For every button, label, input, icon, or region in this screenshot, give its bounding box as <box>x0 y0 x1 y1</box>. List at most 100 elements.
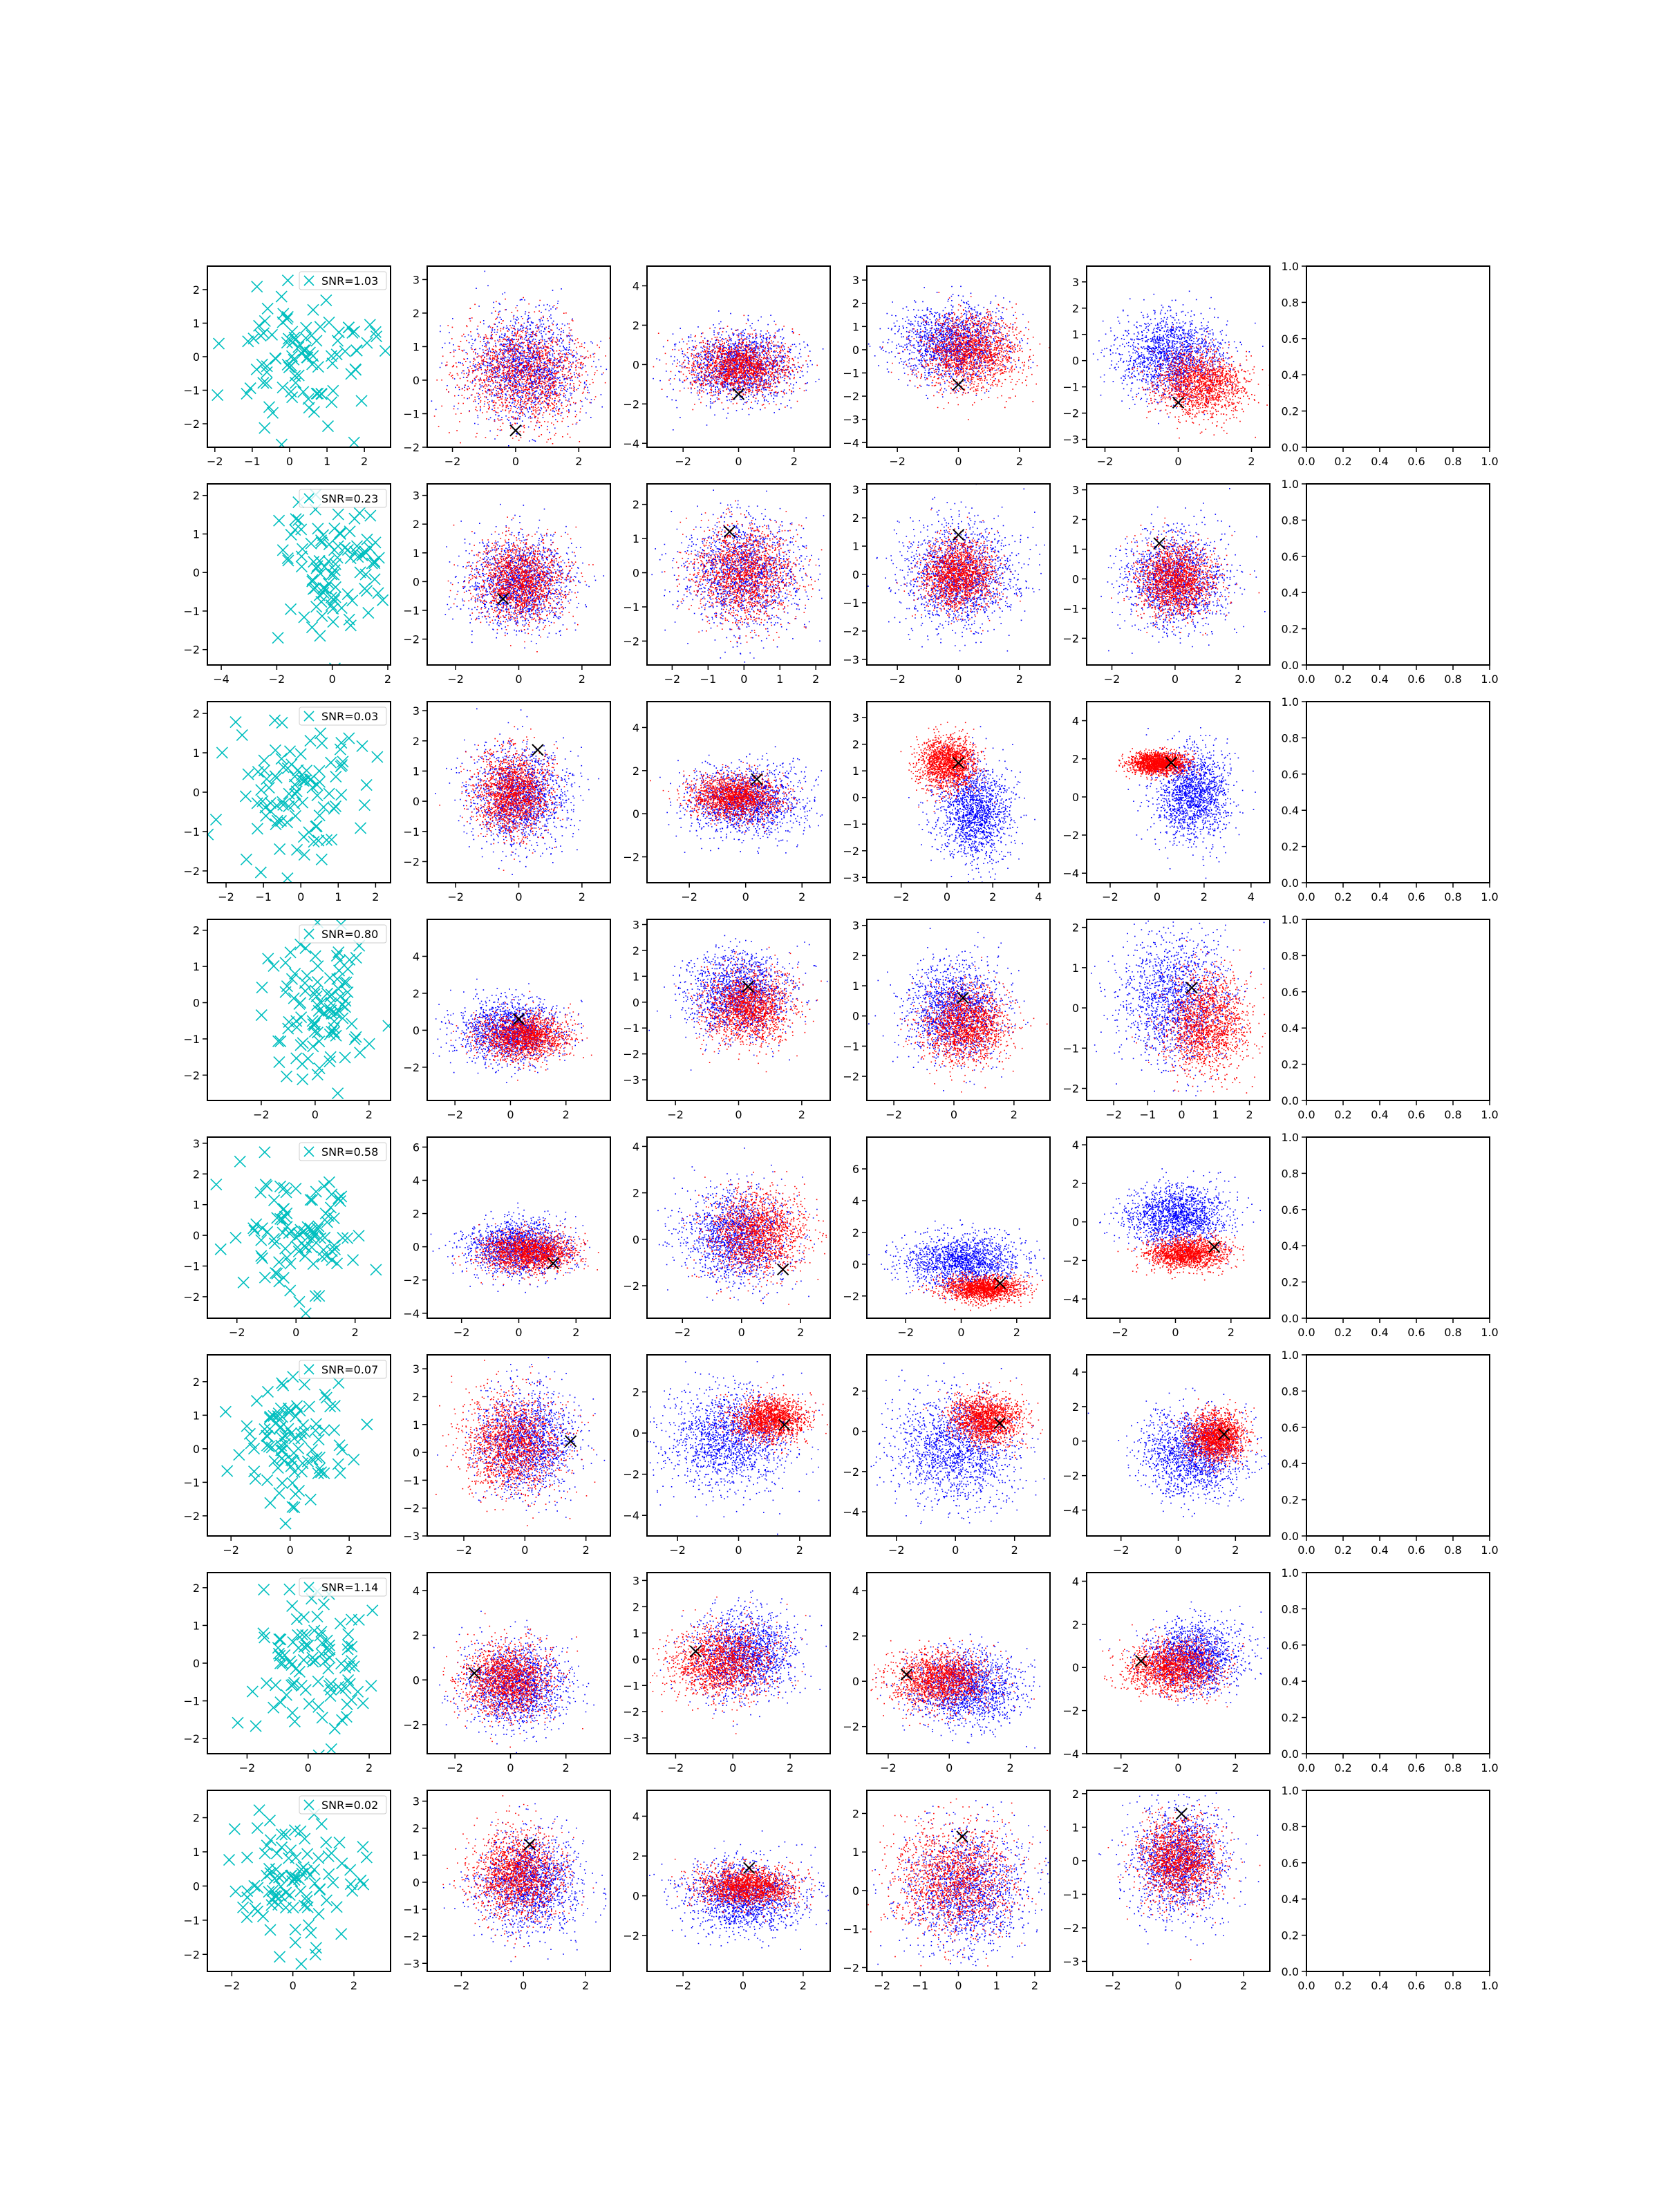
y-tick-label: −1 <box>623 1022 639 1035</box>
x-tick-label: 2 <box>1016 673 1023 686</box>
x-tick-label: −2 <box>889 673 906 686</box>
y-tick-label: 0 <box>193 786 200 799</box>
y-tick-label: 1 <box>193 527 200 541</box>
y-tick-label: 0.2 <box>1282 1058 1299 1071</box>
y-tick-label: −1 <box>183 1695 200 1708</box>
y-tick-label: −1 <box>403 604 420 617</box>
y-tick-label: −2 <box>623 1468 639 1481</box>
y-tick-label: −1 <box>843 367 859 380</box>
x-tick-label: −2 <box>447 890 464 903</box>
x-tick-label: 0.0 <box>1297 1979 1315 1992</box>
x-tick-label: −2 <box>1102 890 1118 903</box>
x-tick-label: 0 <box>515 1326 522 1339</box>
y-tick-label: 4 <box>1072 715 1079 728</box>
x-tick-label: 2 <box>579 673 585 686</box>
x-tick-label: 0 <box>286 455 293 468</box>
x-tick-label: 1.0 <box>1481 673 1498 686</box>
x-tick-label: −2 <box>675 1979 691 1992</box>
y-tick-label: −2 <box>623 1280 639 1293</box>
y-tick-label: 2 <box>413 1208 420 1221</box>
x-tick-label: −2 <box>239 1761 256 1774</box>
y-tick-label: −2 <box>843 1070 859 1083</box>
y-tick-label: 1 <box>193 960 200 973</box>
x-tick-label: −2 <box>674 1326 691 1339</box>
y-tick-label: 4 <box>413 1174 420 1187</box>
y-tick-label: −3 <box>403 1530 420 1543</box>
x-tick-label: 1.0 <box>1481 890 1498 903</box>
y-tick-label: 4 <box>413 950 420 963</box>
y-tick-label: 0.2 <box>1282 1712 1299 1725</box>
y-tick-label: 0 <box>852 791 859 805</box>
y-tick-label: 3 <box>1072 276 1079 289</box>
y-tick-label: −2 <box>843 845 859 858</box>
x-tick-label: 0.8 <box>1444 890 1461 903</box>
x-tick-label: −2 <box>447 1761 463 1774</box>
y-tick-label: 2 <box>852 1630 859 1643</box>
x-tick-label: 1 <box>776 673 783 686</box>
y-tick-label: −1 <box>183 605 200 618</box>
y-tick-label: −3 <box>623 1074 639 1087</box>
y-tick-label: −3 <box>843 413 859 427</box>
y-tick-label: 2 <box>413 1822 420 1835</box>
y-tick-label: 0 <box>413 1446 420 1459</box>
x-tick-label: 0.6 <box>1407 1979 1425 1992</box>
y-tick-label: −2 <box>183 1291 200 1304</box>
y-tick-label: −3 <box>403 1957 420 1970</box>
y-tick-label: 0 <box>1072 1216 1079 1229</box>
y-tick-label: 0 <box>632 996 639 1009</box>
y-tick-label: 1 <box>1072 962 1079 975</box>
x-tick-label: 0 <box>735 1544 742 1557</box>
x-tick-label: 2 <box>1240 1979 1247 1992</box>
y-tick-label: 0 <box>193 997 200 1010</box>
y-tick-label: 2 <box>413 518 420 531</box>
x-tick-label: 0 <box>329 673 336 686</box>
y-tick-label: −4 <box>1062 1293 1079 1306</box>
x-tick-label: −2 <box>218 890 234 903</box>
x-tick-label: 0.4 <box>1371 455 1388 468</box>
legend-label: SNR=0.80 <box>321 928 378 941</box>
x-tick-label: 0.6 <box>1407 1544 1425 1557</box>
y-tick-label: 2 <box>852 1385 859 1398</box>
x-tick-label: −2 <box>253 1108 270 1121</box>
y-tick-label: −1 <box>843 818 859 831</box>
y-tick-label: 2 <box>852 297 859 310</box>
y-tick-label: 0 <box>193 1880 200 1893</box>
y-tick-label: 0.0 <box>1282 1530 1299 1543</box>
x-tick-label: −2 <box>885 1108 902 1121</box>
legend: SNR=1.03 <box>299 272 386 290</box>
y-tick-label: −2 <box>1062 1705 1079 1718</box>
x-tick-label: 0.0 <box>1297 455 1315 468</box>
y-tick-label: −3 <box>1062 433 1079 447</box>
y-tick-label: 0 <box>852 568 859 581</box>
x-tick-label: 0 <box>1172 1326 1179 1339</box>
legend: SNR=0.03 <box>299 707 386 725</box>
x-tick-label: 2 <box>582 1979 589 1992</box>
y-tick-label: 2 <box>632 319 639 332</box>
x-tick-label: 0 <box>290 1979 297 1992</box>
y-tick-label: 0.4 <box>1282 368 1299 382</box>
y-tick-label: −2 <box>623 635 639 648</box>
y-tick-label: 3 <box>1072 484 1079 497</box>
y-tick-label: 0.2 <box>1282 623 1299 636</box>
x-tick-label: −2 <box>669 1544 686 1557</box>
y-tick-label: −2 <box>623 1705 639 1718</box>
y-tick-label: −1 <box>403 407 420 420</box>
x-tick-label: 2 <box>563 1108 570 1121</box>
y-tick-label: 0.8 <box>1282 1167 1299 1180</box>
y-tick-label: 0.6 <box>1282 768 1299 781</box>
x-tick-label: −2 <box>447 673 464 686</box>
x-tick-label: 0.4 <box>1371 1979 1388 1992</box>
y-tick-label: 0 <box>413 1876 420 1889</box>
x-tick-label: −2 <box>1112 1326 1128 1339</box>
y-tick-label: 1 <box>852 765 859 778</box>
x-tick-label: −2 <box>1105 1108 1122 1121</box>
x-tick-label: 1 <box>993 1979 1000 1992</box>
y-tick-label: 0.0 <box>1282 1094 1299 1107</box>
x-tick-label: −2 <box>664 673 681 686</box>
x-tick-label: 0.2 <box>1334 1326 1351 1339</box>
y-tick-label: 1 <box>413 765 420 778</box>
x-tick-label: 0 <box>287 1544 294 1557</box>
x-tick-label: −1 <box>700 673 717 686</box>
x-tick-label: 2 <box>791 455 798 468</box>
y-tick-label: 0.6 <box>1282 550 1299 563</box>
